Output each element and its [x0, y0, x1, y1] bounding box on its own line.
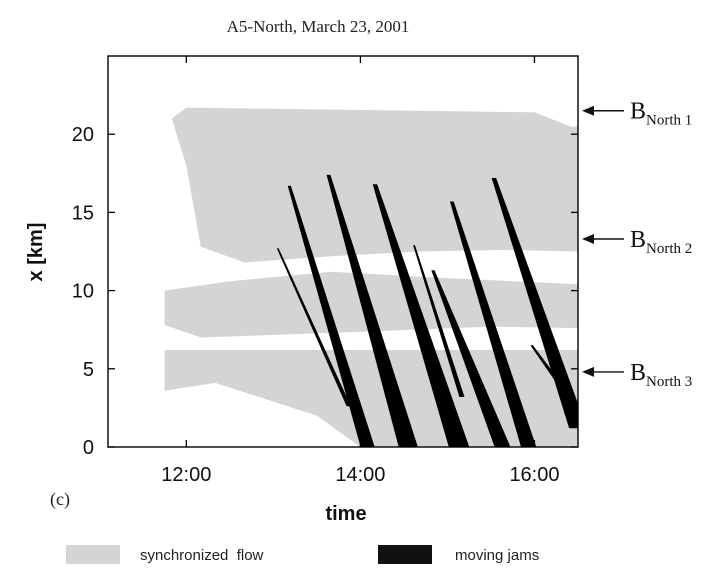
x-axis-ticks: 12:00 14:00 16:00 [161, 56, 560, 486]
moving-jam-band [372, 184, 470, 447]
y-axis-label: x [km] [25, 223, 47, 282]
x-axis-label: time [325, 503, 366, 525]
bottleneck-arrow-icon [582, 233, 594, 244]
legend-label-jams: moving jams [455, 547, 539, 564]
bottleneck-label-3: BNorth 3 [630, 360, 692, 390]
bottleneck-arrow-icon [582, 366, 594, 377]
moving-jam-band [449, 201, 537, 447]
legend-label-synchronized: synchronized flow [140, 547, 264, 564]
panel-label: (c) [50, 489, 70, 510]
x-tick-label: 12:00 [161, 464, 211, 486]
moving-jams-layer [276, 174, 578, 447]
moving-jam-band [276, 248, 351, 407]
upper-right-sync-patch [505, 126, 578, 175]
bottleneck-arrow-icon [582, 105, 594, 116]
y-tick-label: 10 [72, 281, 94, 303]
moving-jam-band [530, 345, 578, 410]
x-tick-label: 14:00 [335, 464, 385, 486]
moving-jam-band [491, 178, 578, 429]
legend-swatch-jams [378, 545, 432, 564]
moving-jam-band [287, 185, 375, 447]
chart-title: A5-North, March 23, 2001 [227, 17, 410, 36]
y-axis-ticks: 0 5 10 15 20 [72, 124, 578, 459]
moving-jam-band [326, 174, 418, 447]
y-tick-label: 0 [83, 437, 94, 459]
moving-jam-band [431, 270, 511, 447]
y-tick-label: 5 [83, 359, 94, 381]
y-tick-label: 15 [72, 202, 94, 224]
y-tick-label: 20 [72, 124, 94, 146]
bottleneck-label-2: BNorth 2 [630, 227, 692, 257]
plot-frame [107, 55, 579, 448]
legend-swatch-synchronized [66, 545, 120, 564]
bottleneck-label-1: BNorth 1 [630, 99, 692, 129]
bottleneck-labels: BNorth 1 BNorth 2 BNorth 3 [582, 99, 692, 390]
moving-jam-band [413, 245, 465, 397]
legend: synchronized flow moving jams [66, 545, 539, 564]
x-tick-label: 16:00 [509, 464, 559, 486]
